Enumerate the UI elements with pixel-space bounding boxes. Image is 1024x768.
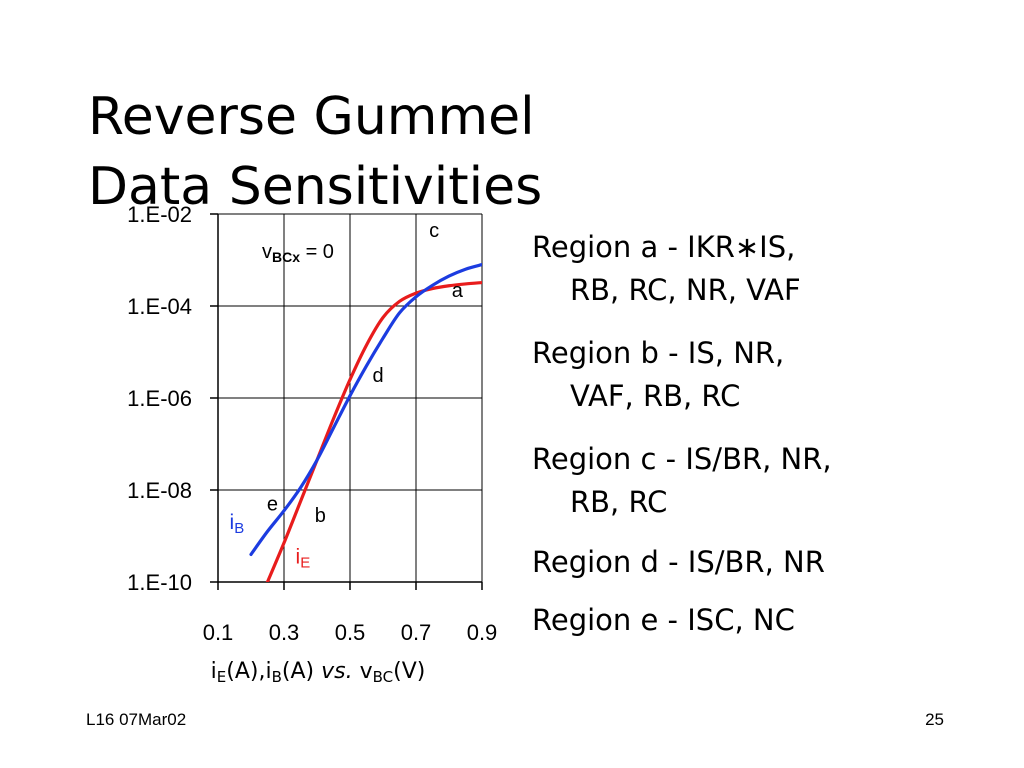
x-tick-label: 0.1 bbox=[203, 620, 234, 645]
series-label-iE: iE bbox=[296, 546, 311, 572]
region-label-b: b bbox=[315, 505, 326, 527]
region-label-d: d bbox=[372, 365, 383, 387]
y-tick-label: 1.E-08 bbox=[127, 478, 192, 503]
region-c-line-1: Region c - IS/BR, NR, bbox=[532, 442, 832, 476]
region-b-line-2: VAF, RB, RC bbox=[570, 379, 741, 413]
y-tick-label: 1.E-04 bbox=[127, 294, 192, 319]
x-axis-label-part: vs. bbox=[321, 659, 352, 684]
y-tick-label: 1.E-02 bbox=[127, 202, 192, 227]
annotation-rest: = 0 bbox=[300, 241, 334, 263]
region-d-line-1: Region d - IS/BR, NR bbox=[532, 545, 825, 579]
region-label-c: c bbox=[429, 220, 439, 242]
x-axis-label: iE(A),iB(A) vs. vBC(V) bbox=[211, 659, 426, 686]
footer-date: L16 07Mar02 bbox=[86, 710, 187, 729]
x-axis-label-part: BC bbox=[373, 668, 394, 686]
x-tick-label: 0.9 bbox=[467, 620, 498, 645]
annotation-main: v bbox=[262, 241, 272, 263]
x-axis-label-part: i bbox=[211, 659, 217, 684]
x-axis-label-part: (A) bbox=[282, 659, 321, 684]
vbcx-annotation: vBCx = 0 bbox=[262, 241, 334, 265]
series-label-iB: iB bbox=[230, 511, 245, 537]
x-axis-label-part: v bbox=[353, 659, 373, 684]
region-item-d: Region d - IS/BR, NR bbox=[532, 541, 1002, 584]
x-tick-label: 0.5 bbox=[335, 620, 366, 645]
region-b-line-1: Region b - IS, NR, bbox=[532, 336, 785, 370]
x-axis-label-part: (V) bbox=[393, 659, 425, 684]
series-label-sub: E bbox=[300, 555, 310, 572]
series-line-iB bbox=[249, 263, 482, 556]
x-axis-label-part: E bbox=[217, 668, 226, 686]
series-label-sub: B bbox=[234, 520, 244, 537]
slide-title: Reverse Gummel Data Sensitivities bbox=[88, 82, 688, 222]
region-c-line-2: RB, RC bbox=[570, 485, 668, 519]
region-item-c: Region c - IS/BR, NR, RB, RC bbox=[532, 438, 1002, 524]
region-label-a: a bbox=[452, 280, 464, 302]
region-e-line-1: Region e - ISC, NC bbox=[532, 603, 795, 637]
axes: 1.E-10 1.E-08 1.E-06 1.E-04 1.E-02 0.1 0.3 0.5 0… bbox=[127, 202, 497, 686]
series-label-main: i bbox=[296, 546, 301, 569]
x-tick-label: 0.7 bbox=[401, 620, 432, 645]
series-label-main: i bbox=[230, 511, 235, 534]
title-line-2: Data Sensitivities bbox=[88, 157, 543, 217]
series bbox=[249, 263, 482, 582]
region-item-e: Region e - ISC, NC bbox=[532, 599, 1002, 642]
region-item-b: Region b - IS, NR, VAF, RB, RC bbox=[532, 332, 1002, 418]
series-line-iE bbox=[265, 280, 482, 582]
title-line-1: Reverse Gummel bbox=[88, 87, 535, 147]
region-a-line-1: Region a - IKR∗IS, bbox=[532, 230, 796, 264]
x-axis-label-part: B bbox=[272, 668, 282, 686]
y-tick-label: 1.E-06 bbox=[127, 386, 192, 411]
x-axis-label-part: (A),i bbox=[226, 659, 271, 684]
region-item-a: Region a - IKR∗IS, RB, RC, NR, VAF bbox=[532, 226, 1002, 312]
y-tick-label: 1.E-10 bbox=[127, 570, 192, 595]
page-number: 25 bbox=[925, 710, 944, 729]
region-label-e: e bbox=[267, 494, 278, 516]
annotation-sub: BCx bbox=[272, 249, 300, 265]
x-tick-label: 0.3 bbox=[269, 620, 300, 645]
region-a-line-2: RB, RC, NR, VAF bbox=[570, 273, 801, 307]
